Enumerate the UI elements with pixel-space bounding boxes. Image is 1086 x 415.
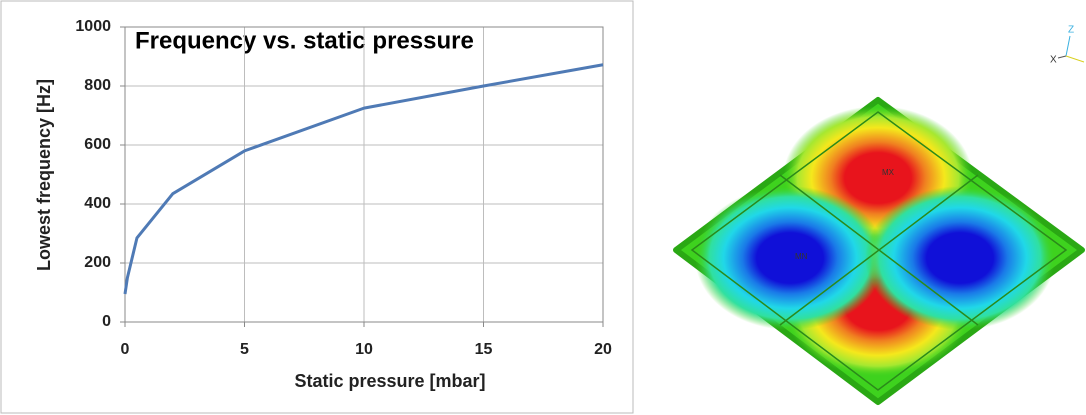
y-tick-label: 0 — [102, 313, 111, 330]
max-label: MX — [882, 168, 895, 177]
figure: Frequency vs. static pressure Static pre… — [0, 0, 1086, 415]
x-tick-label: 10 — [355, 341, 373, 358]
page: Frequency vs. static pressure Static pre… — [0, 0, 1086, 415]
x-tick-label: 0 — [121, 341, 130, 358]
triad-label: Z — [1068, 25, 1074, 36]
y-tick-label: 1000 — [75, 18, 111, 35]
y-tick-label: 800 — [84, 77, 111, 94]
y-axis-label: Lowest frequency [Hz] — [34, 79, 54, 271]
y-tick-label: 200 — [84, 254, 111, 271]
triad-label: X — [1050, 55, 1057, 66]
y-tick-label: 400 — [84, 195, 111, 212]
min-label: MN — [795, 252, 808, 261]
triad-z — [1066, 36, 1070, 56]
lobe-min — [695, 186, 885, 330]
y-tick-label: 600 — [84, 136, 111, 153]
triad-x — [1058, 56, 1066, 58]
x-tick-label: 20 — [594, 341, 612, 358]
x-tick-label: 5 — [240, 341, 249, 358]
x-axis-label: Static pressure [mbar] — [294, 371, 485, 391]
mode-shape: MX MN Z X — [676, 25, 1084, 402]
chart-title: Frequency vs. static pressure — [135, 27, 474, 54]
triad-y — [1066, 56, 1084, 62]
x-tick-label: 15 — [475, 341, 493, 358]
lobe-min — [865, 186, 1055, 330]
